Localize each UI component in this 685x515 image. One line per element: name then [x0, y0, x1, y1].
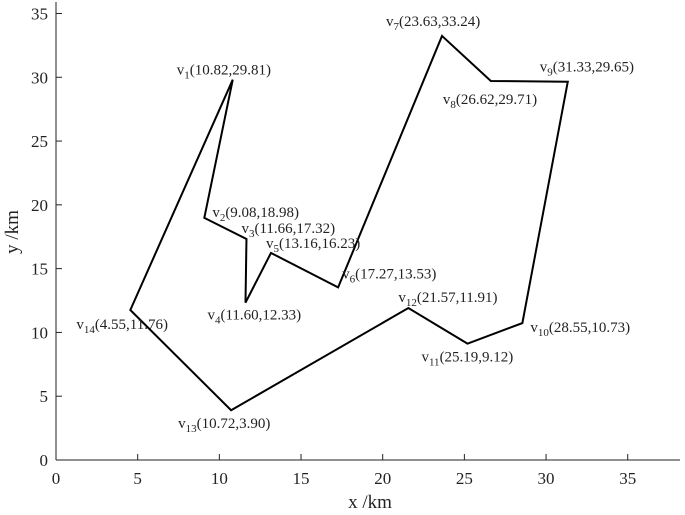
vertex-label: v11(25.19,9.12): [421, 350, 513, 369]
vertex-subscript: 14: [84, 324, 96, 336]
vertex-coords: (26.62,29.71): [456, 92, 537, 108]
vertex-coords: (11.66,17.32): [254, 221, 335, 237]
vertex-symbol: v: [386, 14, 394, 30]
y-tick-label: 5: [40, 387, 49, 406]
vertex-subscript: 3: [249, 228, 255, 240]
y-tick-label: 0: [40, 451, 49, 470]
x-axis-label: x /km: [348, 492, 392, 513]
vertex-subscript: 1: [184, 70, 190, 82]
x-tick-label: 10: [211, 469, 228, 488]
vertex-coords: (28.55,10.73): [549, 320, 630, 336]
vertex-subscript: 13: [186, 423, 198, 435]
vertex-label: v13(10.72,3.90): [178, 416, 270, 435]
vertex-label: v6(17.27,13.53): [342, 266, 436, 285]
vertex-subscript: 10: [538, 327, 550, 339]
vertex-label: v3(11.66,17.32): [241, 221, 335, 240]
vertex-coords: (23.63,33.24): [399, 14, 480, 30]
vertex-coords: (11.60,12.33): [220, 308, 301, 324]
vertex-subscript: 7: [393, 21, 399, 33]
vertex-coords: (10.72,3.90): [197, 416, 271, 432]
x-tick-label: 35: [619, 469, 636, 488]
vertex-subscript: 9: [547, 67, 553, 79]
vertex-symbol: v: [178, 416, 186, 432]
vertex-symbol: v: [266, 236, 274, 252]
vertex-coords: (10.82,29.81): [190, 63, 271, 79]
vertex-symbol: v: [76, 317, 84, 333]
vertex-symbol: v: [398, 290, 406, 306]
x-tick-label: 5: [133, 469, 142, 488]
vertex-subscript: 6: [350, 273, 356, 285]
y-tick-label: 25: [31, 132, 48, 151]
y-tick-label: 35: [31, 4, 48, 23]
y-axis-label: y /km: [2, 210, 23, 254]
x-tick-label: 30: [538, 469, 555, 488]
vertex-label: v2(9.08,18.98): [212, 205, 299, 224]
route-line: [129, 34, 569, 412]
y-tick-label: 20: [31, 196, 48, 215]
vertex-symbol: v: [530, 320, 538, 336]
vertex-coords: (13.16,16.23): [279, 236, 360, 252]
vertex-label: v1(10.82,29.81): [177, 63, 271, 82]
x-tick-label: 20: [374, 469, 391, 488]
vertex-subscript: 12: [406, 297, 417, 309]
vertex-symbol: v: [241, 221, 249, 237]
vertex-coords: (31.33,29.65): [553, 60, 634, 76]
vertex-label: v4(11.60,12.33): [207, 308, 301, 327]
vertex-symbol: v: [540, 60, 548, 76]
x-tick-label: 25: [456, 469, 473, 488]
vertex-symbol: v: [421, 350, 429, 366]
vertex-symbol: v: [177, 63, 185, 79]
vertex-label: v7(23.63,33.24): [386, 14, 480, 33]
y-tick-label: 10: [31, 323, 48, 342]
vertex-subscript: 11: [429, 357, 440, 369]
vertex-coords: (25.19,9.12): [440, 350, 514, 366]
y-tick-label: 15: [31, 260, 48, 279]
vertex-coords: (9.08,18.98): [225, 205, 299, 221]
vertex-coords: (4.55,11.76): [95, 317, 168, 333]
vertex-label: v12(21.57,11.91): [398, 290, 497, 309]
vertex-coords: (21.57,11.91): [417, 290, 498, 306]
vertex-label: v5(13.16,16.23): [266, 236, 360, 255]
x-tick-label: 0: [52, 469, 61, 488]
vertex-label: v10(28.55,10.73): [530, 320, 630, 339]
x-tick-label: 15: [293, 469, 310, 488]
vertex-label: v8(26.62,29.71): [443, 92, 537, 111]
vertex-label: v9(31.33,29.65): [540, 60, 634, 79]
vertex-label: v14(4.55,11.76): [76, 317, 168, 336]
vertex-symbol: v: [342, 266, 350, 282]
vertex-subscript: 2: [220, 212, 226, 224]
vertex-coords: (17.27,13.53): [355, 266, 436, 282]
y-tick-label: 30: [31, 68, 48, 87]
vertex-subscript: 5: [273, 243, 279, 255]
vertex-subscript: 4: [215, 315, 221, 327]
vertex-subscript: 8: [450, 99, 456, 111]
vertex-symbol: v: [443, 92, 451, 108]
vertex-symbol: v: [212, 205, 220, 221]
vertex-symbol: v: [207, 308, 215, 324]
